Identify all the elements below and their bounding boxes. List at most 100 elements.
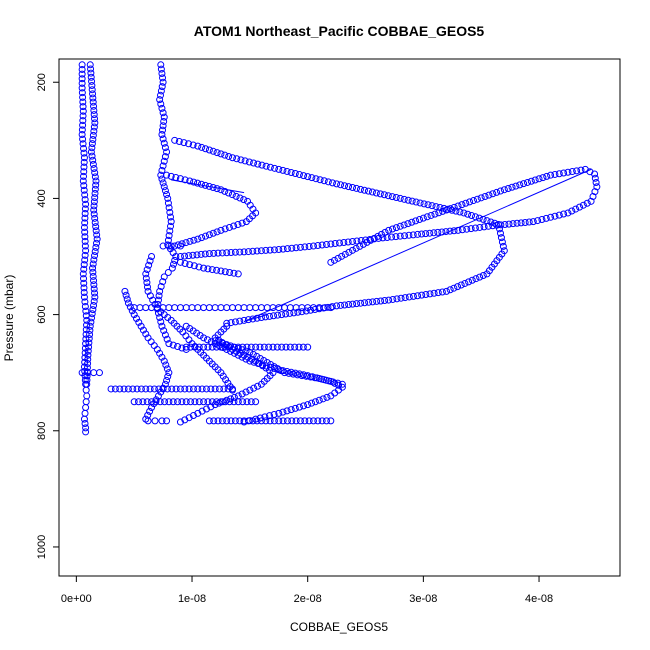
data-point: [318, 241, 326, 249]
data-point: [392, 233, 400, 241]
data-point: [424, 201, 432, 209]
data-point: [352, 184, 360, 192]
data-point: [165, 398, 173, 406]
data-point: [187, 398, 195, 406]
data-point: [320, 177, 328, 185]
data-point: [93, 231, 101, 239]
data-point: [261, 313, 269, 321]
data-point: [525, 218, 533, 226]
data-point: [242, 388, 250, 396]
data-point: [87, 73, 95, 81]
data-point: [158, 83, 166, 91]
data-point: [226, 398, 234, 406]
data-point: [83, 372, 91, 380]
data-point: [123, 295, 131, 303]
data-point: [159, 78, 167, 86]
data-point: [542, 214, 550, 222]
data-point: [243, 398, 251, 406]
data-point: [396, 222, 404, 230]
data-point: [446, 286, 454, 294]
data-point: [79, 140, 87, 148]
data-point: [328, 179, 336, 187]
data-point: [157, 318, 165, 326]
data-point: [221, 187, 229, 195]
data-point: [327, 392, 335, 400]
data-point: [174, 398, 182, 406]
data-point: [79, 177, 87, 185]
data-point: [253, 417, 261, 425]
data-point: [367, 236, 375, 244]
data-point: [144, 417, 152, 425]
data-point: [291, 170, 299, 178]
data-point: [228, 191, 236, 199]
data-point: [396, 194, 404, 202]
data-point: [218, 249, 226, 257]
data-point: [414, 230, 422, 238]
data-point: [185, 252, 193, 260]
data-point: [341, 250, 349, 258]
data-point: [349, 246, 357, 254]
y-axis-label: Pressure (mbar): [2, 275, 16, 362]
data-point: [352, 244, 360, 252]
x-axis-label: COBBAE_GEOS5: [290, 620, 388, 634]
data-point: [564, 168, 572, 176]
data-point: [82, 428, 90, 436]
data-point: [190, 262, 198, 270]
data-point: [190, 178, 198, 186]
data-point: [238, 390, 246, 398]
data-point: [520, 180, 528, 188]
data-point: [203, 336, 211, 344]
data-point: [294, 308, 302, 316]
data-point: [86, 331, 94, 339]
data-point: [163, 148, 171, 156]
data-point: [337, 181, 345, 189]
data-point: [202, 145, 210, 153]
data-point: [299, 343, 307, 351]
data-point: [217, 150, 225, 158]
data-point: [88, 152, 96, 160]
data-point: [158, 175, 166, 183]
data-point: [231, 417, 239, 425]
data-point: [79, 103, 87, 111]
data-point: [314, 417, 322, 425]
data-point: [89, 90, 97, 98]
data-point: [189, 141, 197, 149]
data-point: [160, 273, 168, 281]
data-point: [245, 158, 253, 166]
data-point: [158, 322, 166, 330]
data-point: [91, 293, 99, 301]
data-point: [89, 135, 97, 143]
data-point: [327, 240, 335, 248]
data-point: [159, 109, 167, 117]
data-point: [161, 187, 169, 195]
data-point: [176, 385, 184, 393]
data-point: [434, 228, 442, 236]
data-point: [442, 206, 450, 214]
data-point: [254, 160, 262, 168]
data-point: [483, 270, 491, 278]
data-point: [132, 314, 140, 322]
data-point: [80, 265, 88, 273]
data-point: [169, 398, 177, 406]
data-point: [181, 252, 189, 260]
data-point: [463, 225, 471, 233]
data-point: [90, 256, 98, 264]
data-point: [137, 322, 145, 330]
data-point: [547, 213, 555, 221]
data-point: [573, 167, 581, 175]
data-point: [345, 183, 353, 191]
data-point: [155, 385, 163, 393]
data-point: [95, 369, 103, 377]
data-point: [292, 417, 300, 425]
data-point: [146, 385, 154, 393]
series-5: [176, 165, 601, 266]
data-point: [142, 270, 150, 278]
data-point: [200, 398, 208, 406]
data-point: [381, 297, 389, 305]
data-point: [296, 243, 304, 251]
data-point: [485, 191, 493, 199]
data-point: [213, 149, 221, 157]
data-point: [430, 229, 438, 237]
data-point: [475, 214, 483, 222]
data-point: [239, 343, 247, 351]
